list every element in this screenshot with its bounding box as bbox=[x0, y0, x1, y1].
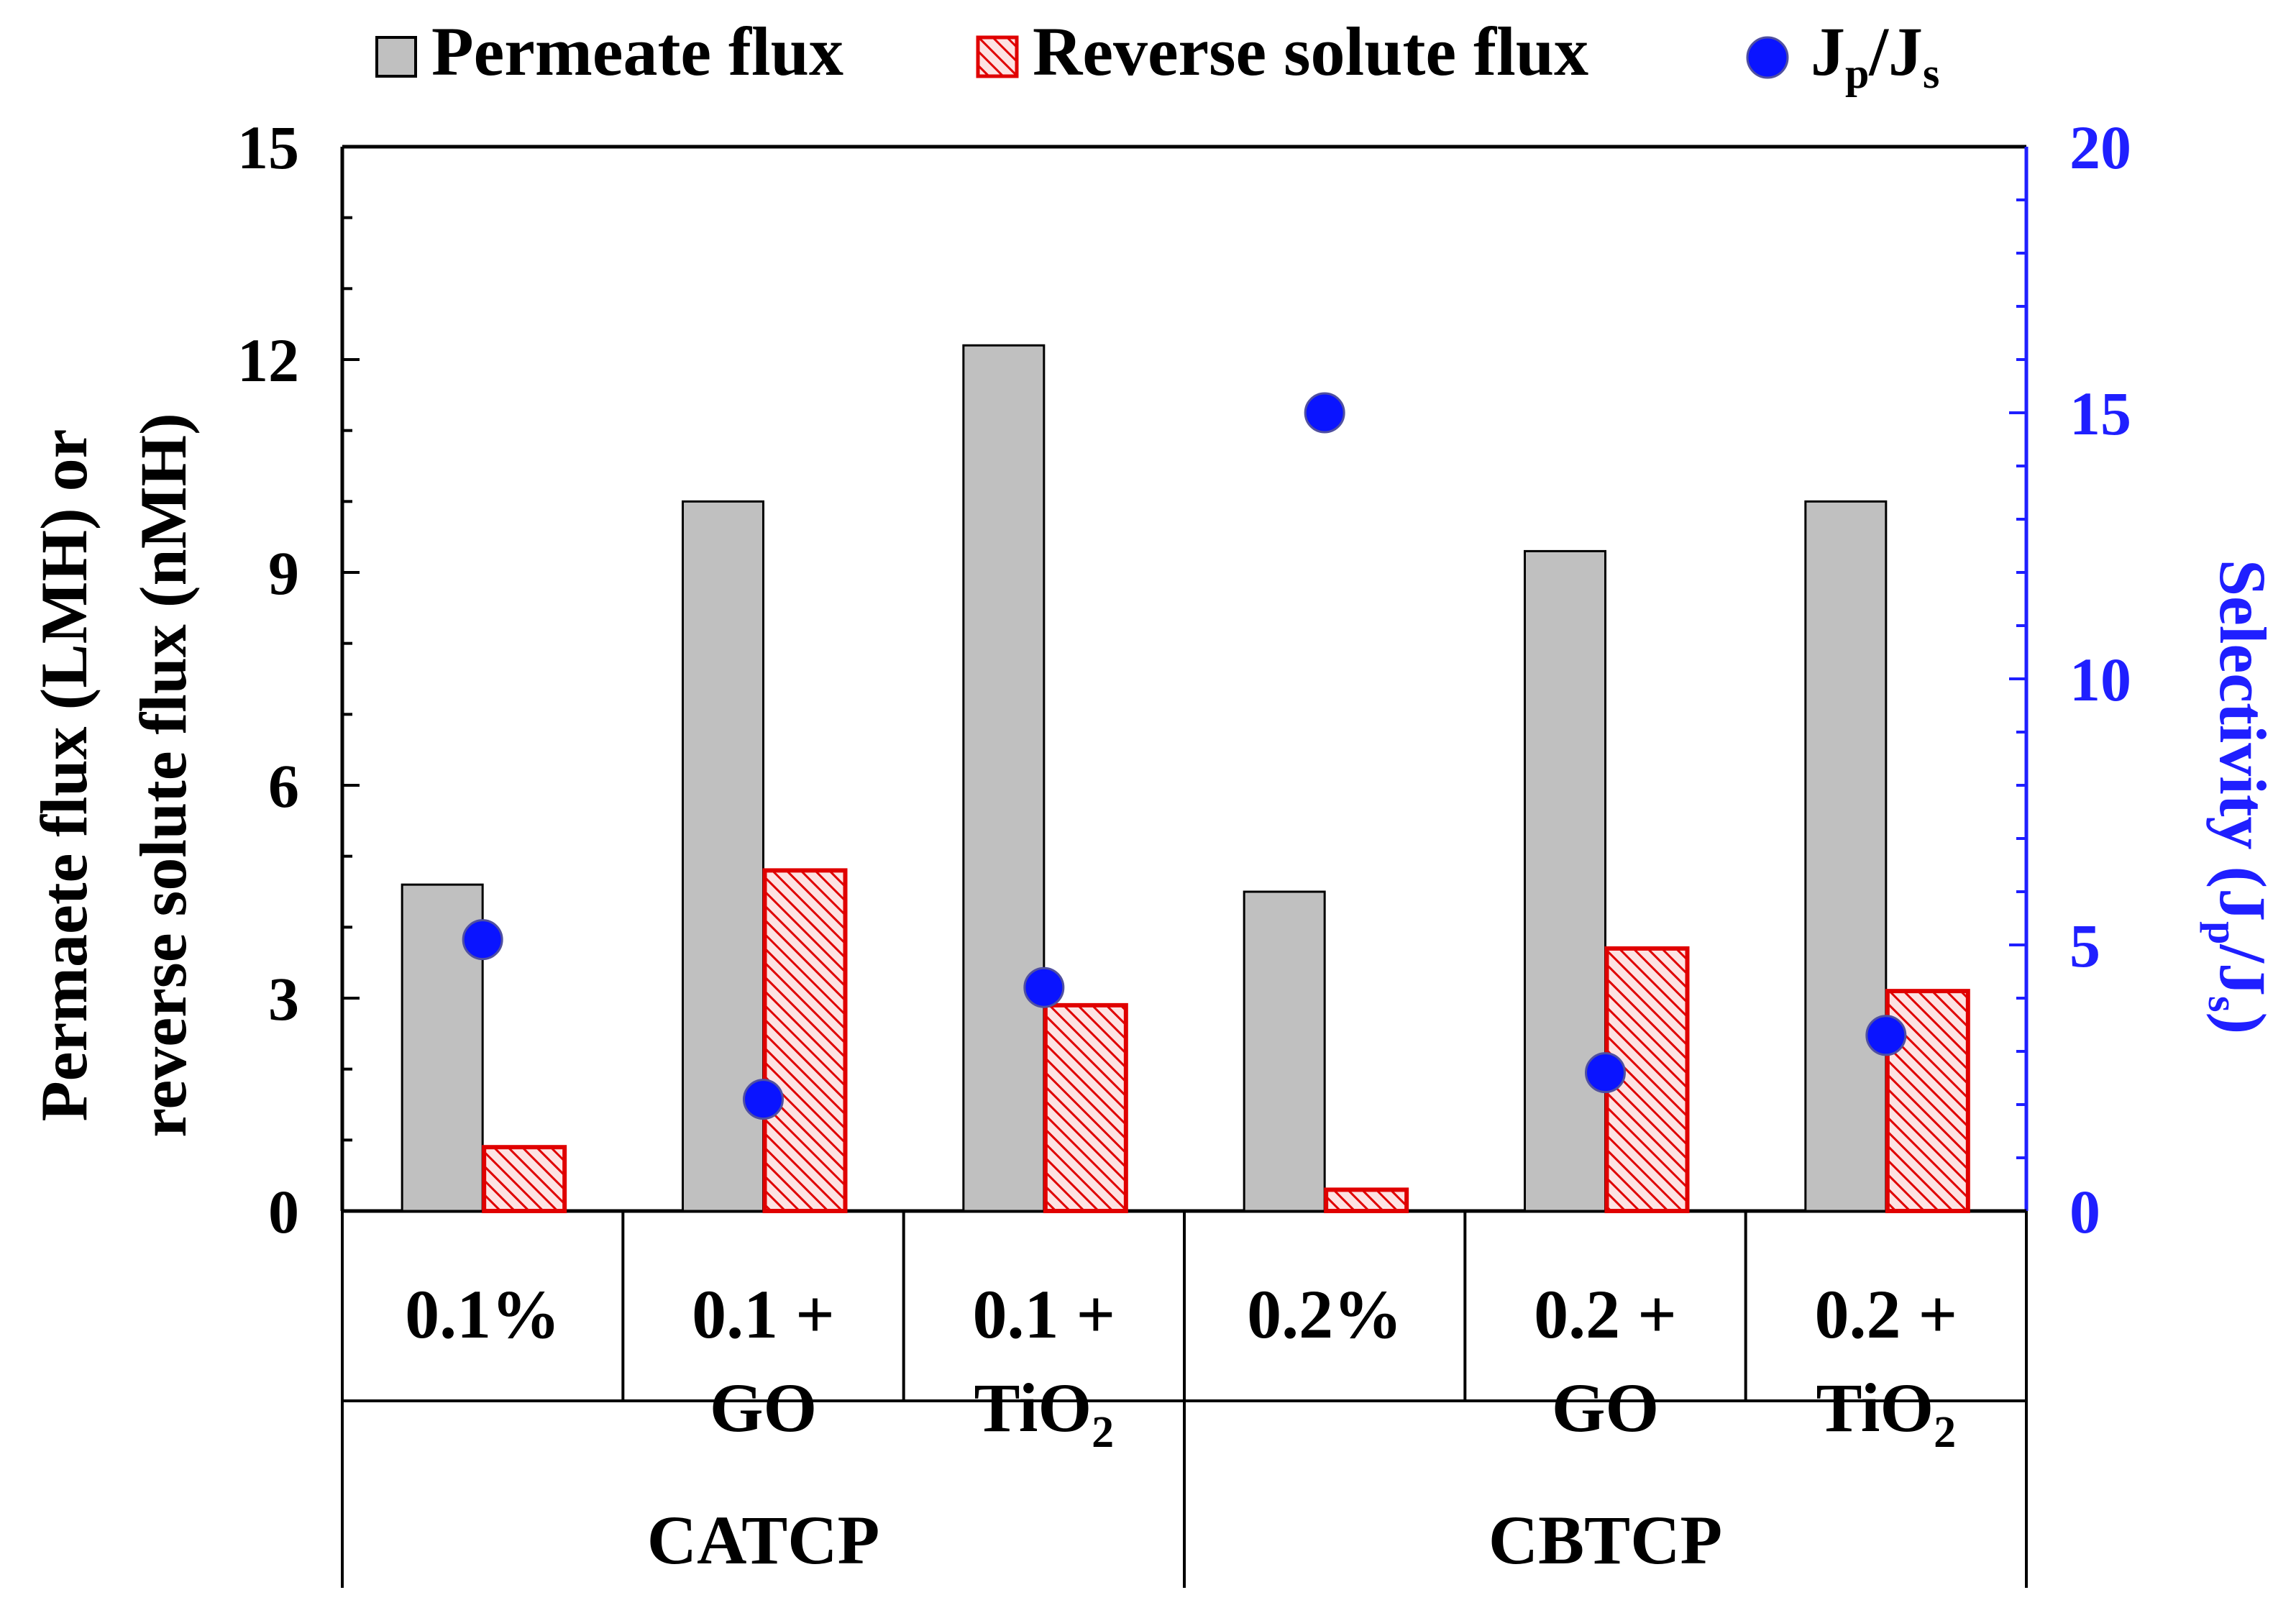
reverse-solute-flux-bar bbox=[762, 868, 848, 1214]
left-axis-title-line1: Permaete flux (LMH) or bbox=[27, 429, 101, 1121]
right-tick-label: 15 bbox=[2069, 379, 2131, 448]
selectivity-point bbox=[1304, 392, 1345, 434]
legend-permeate-label: Permeate flux bbox=[431, 13, 843, 90]
selectivity-point bbox=[1023, 967, 1065, 1008]
legend: Permeate flux Reverse solute flux Jp/Js bbox=[375, 13, 1939, 97]
permeate-flux-bar bbox=[1804, 500, 1888, 1212]
left-tick-label: 3 bbox=[268, 964, 299, 1033]
category-label-line2: TiO2 bbox=[974, 1369, 1115, 1457]
left-tick-label: 6 bbox=[268, 751, 299, 821]
selectivity-point bbox=[462, 919, 503, 961]
category-label-line2: GO bbox=[710, 1369, 817, 1446]
permeate-flux-bar bbox=[1243, 890, 1326, 1212]
category-label-line1: 0.1 + bbox=[972, 1276, 1115, 1353]
group-label: CBTCP bbox=[1488, 1502, 1722, 1578]
category-label-line1: 0.1 + bbox=[692, 1276, 835, 1353]
left-tick-label: 12 bbox=[237, 326, 299, 395]
right-tick-label: 10 bbox=[2069, 645, 2131, 714]
permeate-flux-bar bbox=[962, 344, 1046, 1212]
left-axis-title-line2: reverse solute flux (nMH) bbox=[127, 413, 200, 1138]
selectivity-point bbox=[1585, 1052, 1626, 1094]
legend-reverse-swatch bbox=[976, 35, 1019, 78]
legend-permeate-swatch bbox=[375, 36, 417, 78]
reverse-solute-flux-bar bbox=[482, 1145, 567, 1213]
right-tick-label: 20 bbox=[2069, 113, 2131, 182]
category-label-line2: TiO2 bbox=[1816, 1369, 1957, 1457]
right-tick-label: 0 bbox=[2069, 1177, 2100, 1246]
left-tick-label: 0 bbox=[268, 1177, 299, 1246]
right-axis-title: Selectivity (Jp/Js) bbox=[2200, 559, 2279, 1034]
left-tick-label: 15 bbox=[237, 113, 299, 182]
selectivity-point bbox=[743, 1079, 784, 1120]
legend-selectivity-marker bbox=[1746, 36, 1789, 79]
category-label-line1: 0.2 + bbox=[1534, 1276, 1677, 1353]
legend-selectivity-label: Jp/Js bbox=[1811, 13, 1939, 97]
category-label-line2: GO bbox=[1552, 1369, 1659, 1446]
permeate-flux-bar bbox=[1524, 549, 1606, 1212]
reverse-solute-flux-bar bbox=[1043, 1002, 1128, 1214]
bars bbox=[401, 344, 1970, 1214]
left-tick-label: 9 bbox=[268, 539, 299, 608]
selectivity-points bbox=[462, 392, 1907, 1120]
left-axis-title: Permaete flux (LMH) or reverse solute fl… bbox=[27, 413, 200, 1138]
category-label-line1: 0.1% bbox=[405, 1276, 560, 1353]
category-label-line1: 0.2% bbox=[1247, 1276, 1402, 1353]
category-labels: 0.1% 0.1 + GO 0.1 + TiO2 0.2% 0.2 + GO 0.2 + TiO2… bbox=[341, 1211, 2028, 1588]
reverse-solute-flux-bar bbox=[1324, 1187, 1409, 1214]
right-tick-label: 5 bbox=[2069, 911, 2100, 980]
legend-reverse-label: Reverse solute flux bbox=[1033, 13, 1588, 90]
category-label-line1: 0.2 + bbox=[1814, 1276, 1957, 1353]
selectivity-point bbox=[1865, 1015, 1907, 1056]
group-label: CATCP bbox=[647, 1502, 880, 1578]
